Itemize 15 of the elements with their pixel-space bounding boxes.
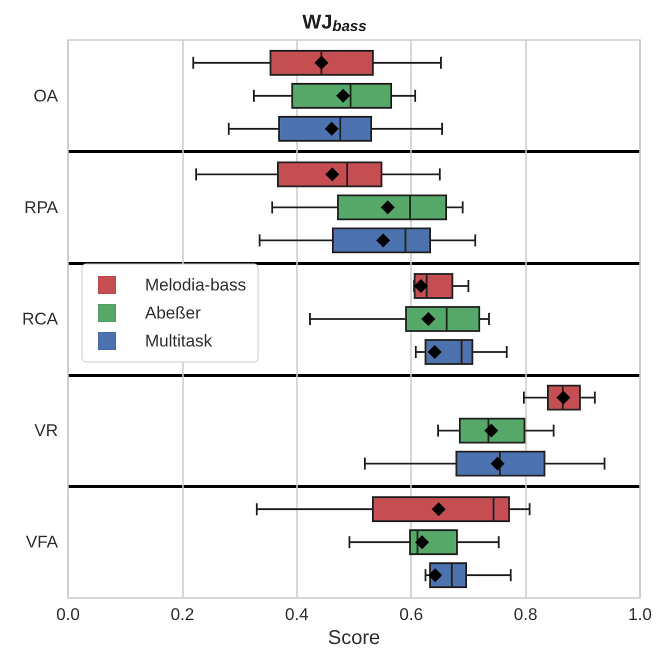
x-axis-title: Score	[328, 627, 380, 649]
x-tick-label: 0.2	[170, 605, 194, 624]
y-tick-label: VFA	[26, 532, 59, 552]
x-tick-label: 0.4	[284, 605, 309, 624]
y-tick-label: RPA	[24, 198, 59, 217]
legend-label: Multitask	[145, 332, 213, 350]
y-tick-label: VR	[34, 421, 58, 440]
y-tick-label: RCA	[22, 310, 59, 328]
legend-label: Melodia-bass	[145, 276, 246, 294]
y-tick-label: OA	[33, 86, 59, 106]
x-tick-label: 0.6	[399, 605, 424, 624]
x-tick-label: 0.8	[514, 605, 538, 624]
x-tick-label: 1.0	[628, 605, 652, 624]
legend-label: Abeßer	[145, 304, 202, 322]
x-tick-label: 0.0	[56, 605, 80, 624]
